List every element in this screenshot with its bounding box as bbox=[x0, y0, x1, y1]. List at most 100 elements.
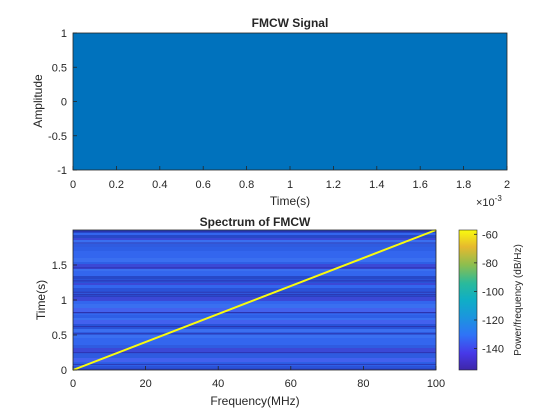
heatmap-band bbox=[73, 329, 436, 332]
spectrum-plot: Spectrum of FMCW 0 20 40 60 80 100 0 0.5 1 1.5 F… bbox=[34, 215, 524, 408]
y-tick-label: 1 bbox=[61, 295, 67, 307]
heatmap-band bbox=[73, 285, 436, 288]
x-tick-label: 1.8 bbox=[456, 179, 471, 191]
heatmap-band bbox=[73, 240, 436, 244]
heatmap-band bbox=[73, 251, 436, 254]
heatmap-band bbox=[73, 345, 436, 348]
x-tick-label: 0.2 bbox=[109, 179, 124, 191]
x-tick-label: 0.6 bbox=[196, 179, 211, 191]
x-tick-label: 0.8 bbox=[239, 179, 254, 191]
colorbar-tick-label: -60 bbox=[482, 229, 498, 241]
y-tick-label: 0.5 bbox=[52, 62, 67, 74]
y-tick-label: 0.5 bbox=[52, 330, 67, 342]
x-axis-ticks: 0 0.2 0.4 0.6 0.8 1 1.2 1.4 1.6 1.8 2 bbox=[70, 166, 510, 191]
chart-title: Spectrum of FMCW bbox=[200, 215, 311, 229]
heatmap-band bbox=[73, 338, 436, 341]
heatmap-band bbox=[73, 335, 436, 338]
colorbar-tick-label: -120 bbox=[482, 315, 504, 327]
y-axis-ticks: -1 -0.5 0 0.5 1 bbox=[48, 28, 77, 177]
heatmap-dark-line bbox=[73, 267, 436, 269]
colorbar-tick-label: -80 bbox=[482, 258, 498, 270]
signal-trace bbox=[73, 33, 507, 170]
heatmap-band bbox=[73, 233, 436, 235]
y-tick-label: 1 bbox=[61, 28, 67, 40]
heatmap-dark-line bbox=[73, 312, 436, 314]
x-axis-label: Time(s) bbox=[270, 194, 310, 208]
x-tick-label: 40 bbox=[212, 378, 224, 390]
y-axis-ticks: 0 0.5 1 1.5 bbox=[52, 260, 77, 377]
y-tick-label: 1.5 bbox=[52, 260, 67, 272]
x-tick-label: 80 bbox=[357, 378, 369, 390]
heatmap-band bbox=[73, 276, 436, 279]
x-axis-ticks: 0 20 40 60 80 100 bbox=[70, 366, 445, 390]
heatmap-band bbox=[73, 294, 436, 297]
x-tick-label: 0.4 bbox=[152, 179, 167, 191]
heatmap-band bbox=[73, 358, 436, 362]
heatmap-dark-line bbox=[73, 293, 436, 295]
heatmap-dark-line bbox=[73, 295, 436, 297]
heatmap-band bbox=[73, 271, 436, 276]
heatmap-band bbox=[73, 238, 436, 240]
heatmap-band bbox=[73, 348, 436, 353]
heatmap-band bbox=[73, 288, 436, 292]
heatmap-dark-line bbox=[73, 352, 436, 354]
heatmap-dark-line bbox=[73, 242, 436, 244]
colorbar-tick-label: -100 bbox=[482, 286, 504, 298]
heatmap-band bbox=[73, 235, 436, 238]
y-axis-label: Time(s) bbox=[34, 280, 48, 320]
heatmap-dark-line bbox=[73, 230, 436, 232]
heatmap-band bbox=[73, 320, 436, 324]
y-axis-label: Amplitude bbox=[31, 74, 45, 128]
x-tick-label: 1.6 bbox=[413, 179, 428, 191]
x-tick-label: 1.4 bbox=[369, 179, 384, 191]
heatmap-band bbox=[73, 254, 436, 258]
y-tick-label: 0 bbox=[61, 365, 67, 377]
colorbar-ticks: -60 -80 -100 -120 -140 bbox=[474, 229, 504, 356]
heatmap-bands bbox=[73, 230, 436, 370]
heatmap-band bbox=[73, 297, 436, 299]
heatmap-band bbox=[73, 308, 436, 313]
heatmap-band bbox=[73, 341, 436, 345]
y-tick-label: -0.5 bbox=[48, 131, 67, 143]
colorbar: -60 -80 -100 -120 -140 Power/frequency (dB/H… bbox=[458, 229, 524, 371]
heatmap-band bbox=[73, 292, 436, 294]
heatmap-band bbox=[73, 283, 436, 285]
x-tick-label: 60 bbox=[285, 378, 297, 390]
x-tick-label: 100 bbox=[427, 378, 445, 390]
x-tick-label: 1 bbox=[287, 179, 293, 191]
x-tick-label: 1.2 bbox=[326, 179, 341, 191]
heatmap-dark-line bbox=[73, 280, 436, 282]
heatmap-dark-line bbox=[73, 333, 436, 335]
heatmap-dark-line bbox=[73, 363, 436, 365]
heatmap-band bbox=[73, 301, 436, 304]
x-axis-exponent-base: ×10 bbox=[476, 197, 495, 209]
heatmap-band bbox=[73, 318, 436, 320]
y-tick-label: 0 bbox=[61, 97, 67, 109]
x-axis-label: Frequency(MHz) bbox=[210, 394, 299, 408]
chirp-ridge bbox=[72, 229, 437, 371]
heatmap-band bbox=[73, 258, 436, 262]
heatmap-band bbox=[73, 353, 436, 358]
x-tick-label: 20 bbox=[139, 378, 151, 390]
heatmap-band bbox=[73, 269, 436, 271]
heatmap-band bbox=[73, 262, 436, 264]
heatmap-band bbox=[73, 264, 436, 269]
y-tick-label: -1 bbox=[57, 165, 67, 177]
heatmap-band bbox=[73, 247, 436, 251]
colorbar-gradient bbox=[458, 229, 478, 371]
heatmap-band bbox=[73, 313, 436, 315]
heatmap-band bbox=[73, 304, 436, 308]
x-tick-label: 2 bbox=[504, 179, 510, 191]
heatmap-band bbox=[73, 366, 436, 369]
colorbar-tick-label: -140 bbox=[482, 344, 504, 356]
colorbar-label: Power/frequency (dB/Hz) bbox=[513, 244, 524, 356]
fmcw-signal-plot: FMCW Signal 0 0.2 0.4 0.6 0.8 1 1.2 1.4 1.6 1.8 2 … bbox=[31, 16, 510, 209]
heatmap-dark-line bbox=[73, 326, 436, 328]
heatmap-dark-line bbox=[73, 291, 436, 293]
heatmap-band bbox=[73, 315, 436, 318]
x-axis-exponent: ×10-3 bbox=[476, 194, 502, 209]
chart-title: FMCW Signal bbox=[252, 16, 329, 30]
heatmap-band bbox=[73, 244, 436, 247]
x-axis-exponent-power: -3 bbox=[495, 194, 503, 203]
